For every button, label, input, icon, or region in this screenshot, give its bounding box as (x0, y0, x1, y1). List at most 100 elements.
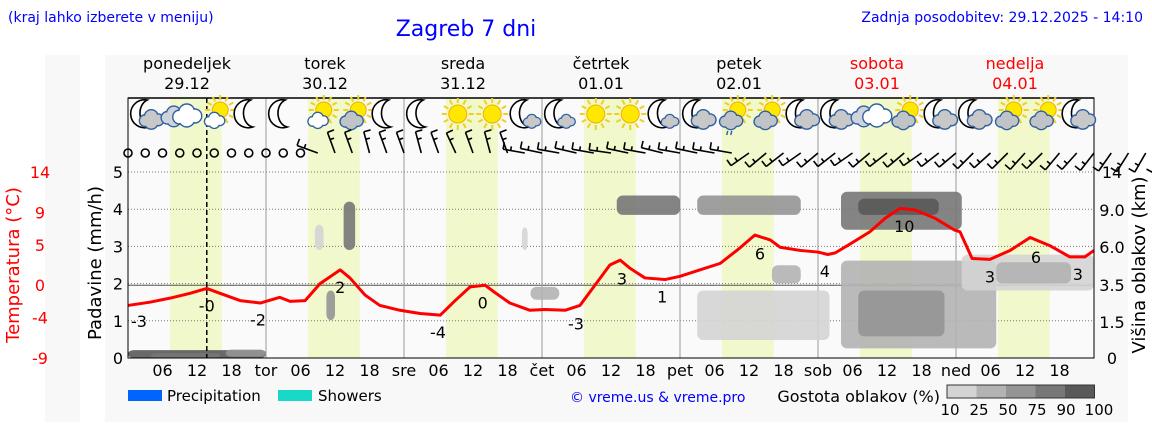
sun-ray (604, 105, 611, 110)
x-tick-label: 06 (290, 361, 310, 380)
sun-ray (331, 101, 338, 106)
temperature-label: 1 (657, 287, 667, 306)
cloud-fill (725, 117, 737, 129)
cloud-fill (835, 116, 848, 129)
wind-feather (976, 158, 981, 164)
wind-shaft (938, 152, 957, 168)
wind-barb-icon (343, 129, 354, 154)
sun-ray (634, 123, 640, 129)
wind-feather (1063, 160, 1068, 165)
wind-barb-icon (1092, 152, 1112, 172)
temperature-label: 3 (617, 270, 627, 289)
cloud-fill (145, 116, 158, 129)
moon-shape (819, 98, 843, 129)
cloud-blob (530, 286, 560, 300)
wind-feather (889, 158, 894, 163)
precip-tick: 4 (113, 200, 123, 219)
wind-calm-icon (209, 148, 220, 158)
wind-feather (465, 129, 473, 134)
day-date: 04.01 (992, 74, 1038, 93)
sun-ray (228, 101, 234, 106)
wind-shaft (1134, 152, 1147, 173)
sun-darkcloud-icon (994, 95, 1029, 131)
sun-ray (600, 99, 605, 105)
x-tick-label: 06 (152, 361, 172, 380)
sun-ray (1056, 114, 1062, 119)
cloud-icon (850, 103, 893, 128)
wind-feather (803, 158, 808, 163)
sun-ray (496, 123, 502, 129)
sun-ray (780, 114, 786, 119)
sun-disc (586, 104, 606, 124)
wind-feather (1128, 167, 1136, 173)
sun-ray (1039, 96, 1045, 102)
precip-tick: 5 (113, 163, 123, 182)
wind-calm-icon (295, 148, 306, 158)
wind-shaft (445, 132, 457, 154)
sun-darkcloud-icon (1029, 95, 1064, 131)
sun-ray (780, 101, 786, 106)
sun-darkcloud-icon (891, 95, 926, 131)
wind-feather (544, 146, 547, 151)
wind-feather (761, 160, 767, 168)
moon-shape (509, 98, 532, 129)
wind-feather (1092, 166, 1100, 172)
cloud-density-level: 50 (998, 401, 1017, 419)
sun-icon (476, 98, 509, 130)
sun-ray (477, 118, 484, 123)
sun-ray (586, 123, 592, 129)
moon-cloud-icon (1061, 98, 1097, 130)
sun-ray (211, 96, 217, 102)
sun-ray (901, 96, 907, 102)
wind-feather (519, 141, 523, 149)
wind-shaft (483, 131, 492, 154)
moon-smallcloud-icon (647, 98, 680, 129)
wind-shaft (554, 147, 577, 154)
temperature-label: 10 (894, 217, 914, 236)
wind-barb-icon (640, 140, 663, 154)
sun-ray (581, 118, 587, 123)
wind-barb-icon (847, 152, 871, 168)
wind-feather (396, 129, 404, 134)
x-tick-label: 18 (1049, 361, 1069, 380)
cloud-density-level: 25 (969, 401, 988, 419)
wind-barb-icon (571, 142, 594, 154)
wind-shaft (1116, 152, 1130, 173)
wind-barb-icon (1110, 152, 1130, 173)
wind-feather (648, 145, 651, 150)
moon-shape (543, 98, 567, 129)
temperature-label: -3 (568, 315, 584, 334)
sun-disc (620, 104, 640, 124)
sun-ray (327, 118, 333, 124)
wind-barb-icon (709, 142, 732, 154)
x-tick-label: 18 (497, 361, 517, 380)
wind-barb-icon (502, 142, 525, 154)
wind-shaft (973, 152, 992, 169)
temperature-tick: -4 (32, 309, 48, 328)
wind-feather (1110, 167, 1118, 173)
wind-feather (829, 159, 836, 167)
wind-shaft (326, 132, 336, 154)
wind-shaft (834, 152, 853, 167)
wind-shaft (1061, 152, 1078, 170)
wind-feather (484, 129, 492, 133)
cloud-density-level: 100 (1085, 401, 1114, 419)
x-tick-label: ned (941, 361, 971, 380)
wind-feather (968, 161, 975, 169)
showers-legend-label: Showers (318, 387, 382, 405)
wind-shaft (363, 131, 371, 154)
wind-shaft (957, 152, 974, 170)
wind-feather (959, 159, 964, 164)
wind-feather (486, 137, 491, 140)
cloud-fill (973, 116, 986, 129)
cloud-density-swatch (1006, 385, 1036, 398)
x-tick-label: čet (530, 361, 555, 380)
sun-ray (918, 101, 924, 106)
wind-barb-icon (796, 152, 819, 168)
wind-shaft (920, 152, 940, 168)
sun-disc (482, 104, 502, 124)
moon-shape (267, 98, 291, 129)
wind-barb-icon (554, 141, 577, 154)
daylight-band (997, 98, 1050, 358)
sun-ray (224, 118, 229, 124)
